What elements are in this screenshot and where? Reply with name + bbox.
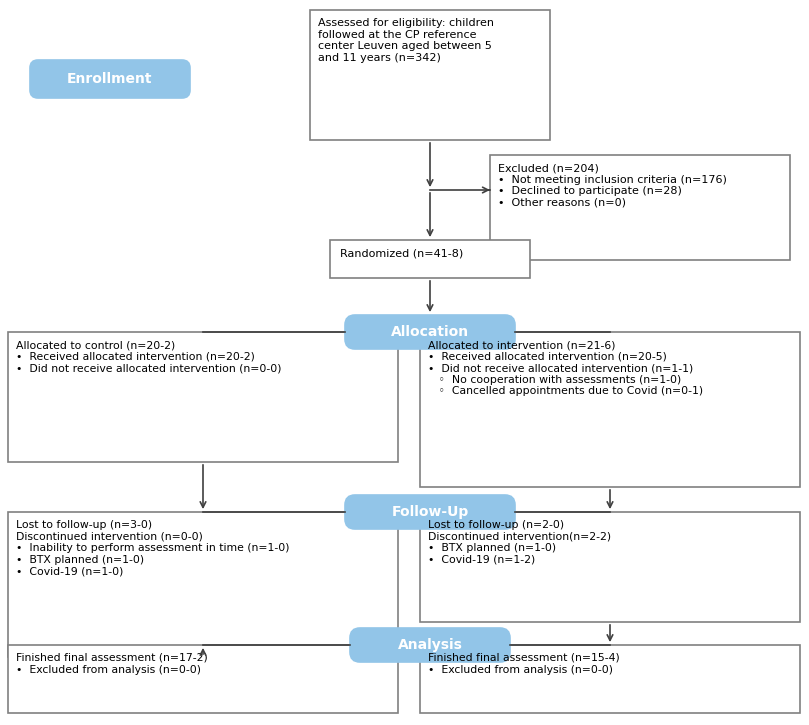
Bar: [420, 332, 800, 487]
Text: Enrollment: Enrollment: [67, 72, 153, 86]
Bar: [420, 512, 800, 622]
Bar: [310, 10, 550, 140]
Text: Allocated to control (n=20-2)
•  Received allocated intervention (n=20-2)
•  Did: Allocated to control (n=20-2) • Received…: [16, 340, 282, 373]
Text: Finished final assessment (n=17-2)
•  Excluded from analysis (n=0-0): Finished final assessment (n=17-2) • Exc…: [16, 653, 208, 674]
Bar: [8, 645, 398, 713]
Bar: [8, 512, 398, 657]
Text: Follow-Up: Follow-Up: [392, 505, 468, 519]
Text: Finished final assessment (n=15-4)
•  Excluded from analysis (n=0-0): Finished final assessment (n=15-4) • Exc…: [428, 653, 620, 674]
Text: Allocation: Allocation: [391, 325, 469, 339]
Text: Randomized (n=41-8): Randomized (n=41-8): [340, 248, 464, 258]
Text: Excluded (n=204)
•  Not meeting inclusion criteria (n=176)
•  Declined to partic: Excluded (n=204) • Not meeting inclusion…: [498, 163, 726, 208]
Bar: [490, 155, 790, 260]
Text: Assessed for eligibility: children
followed at the CP reference
center Leuven ag: Assessed for eligibility: children follo…: [318, 18, 494, 63]
FancyBboxPatch shape: [350, 628, 510, 662]
Bar: [420, 645, 800, 713]
Bar: [8, 332, 398, 462]
Text: Allocated to intervention (n=21-6)
•  Received allocated intervention (n=20-5)
•: Allocated to intervention (n=21-6) • Rec…: [428, 340, 703, 397]
Text: Lost to follow-up (n=2-0)
Discontinued intervention(n=2-2)
•  BTX planned (n=1-0: Lost to follow-up (n=2-0) Discontinued i…: [428, 520, 611, 565]
FancyBboxPatch shape: [345, 495, 515, 529]
FancyBboxPatch shape: [30, 60, 190, 98]
Text: Analysis: Analysis: [397, 638, 463, 652]
Text: Lost to follow-up (n=3-0)
Discontinued intervention (n=0-0)
•  Inability to perf: Lost to follow-up (n=3-0) Discontinued i…: [16, 520, 290, 576]
FancyBboxPatch shape: [345, 315, 515, 349]
Bar: [330, 240, 530, 278]
